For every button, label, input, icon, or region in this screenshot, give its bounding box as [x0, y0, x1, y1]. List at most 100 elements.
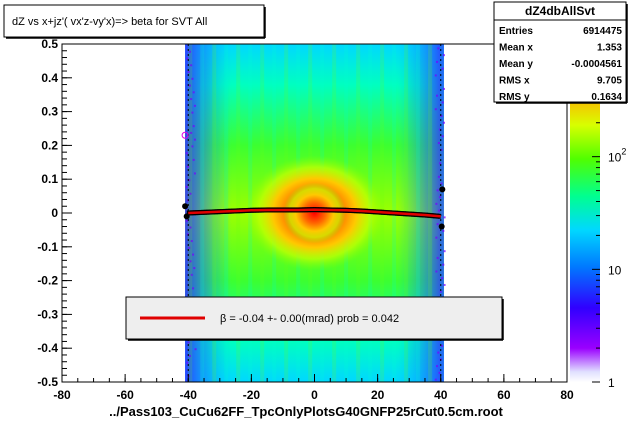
x-tick-label: -80 [53, 388, 71, 402]
y-tick-label: 0.2 [41, 138, 58, 152]
heatmap-fringe-cell [190, 98, 193, 101]
profile-outlier [183, 213, 190, 220]
stats-row-value: 0.1634 [591, 92, 622, 103]
heatmap-fringe-cell [193, 104, 196, 107]
heatmap-fringe-cell [442, 54, 445, 57]
stats-row-label: Entries [499, 26, 533, 37]
heatmap-fringe-cell [192, 91, 195, 94]
heatmap-fringe-cell [443, 250, 446, 253]
heatmap-fringe-cell [439, 162, 442, 165]
heatmap-fringe-cell [188, 179, 191, 182]
stats-row-label: Mean y [499, 59, 533, 70]
heatmap-fringe-cell [434, 74, 437, 77]
heatmap-fringe-cell [437, 175, 440, 178]
heatmap-fringe-cell [436, 94, 439, 97]
heatmap-fringe-cell [439, 196, 442, 199]
y-tick-label: 0.4 [41, 71, 58, 85]
heatmap-fringe-cell [437, 47, 440, 50]
heatmap-fringe-cell [441, 135, 444, 138]
x-tick-label: -20 [243, 388, 261, 402]
stats-row-value: 9.705 [597, 76, 622, 87]
profile-outlier [438, 223, 445, 230]
heatmap-fringe-cell [435, 236, 438, 239]
stats-row-value: 6914475 [583, 26, 622, 37]
y-tick-label: -0.4 [37, 341, 58, 355]
legend-box: β = -0.04 +- 0.00(mrad) prob = 0.042 [125, 296, 504, 341]
heatmap-fringe-cell [436, 223, 439, 226]
heatmap-fringe-cell [191, 145, 194, 148]
y-tick-label: -0.3 [37, 307, 58, 321]
x-tick-label: -60 [116, 388, 134, 402]
y-tick-label: -0.1 [37, 240, 58, 254]
heatmap-fringe-cell [187, 341, 190, 344]
legend-entry: β = -0.04 +- 0.00(mrad) prob = 0.042 [220, 313, 399, 325]
heatmap-fringe-cell [435, 202, 438, 205]
heatmap-fringe-cell [190, 64, 193, 67]
heatmap-fringe-cell [190, 273, 193, 276]
profile-outlier-open [181, 131, 189, 139]
heatmap-fringe-cell [191, 77, 194, 80]
heatmap-fringe-cell [442, 263, 445, 266]
stats-title: dZ4dbAllSvt [525, 4, 595, 18]
heatmap-fringe-cell [192, 253, 195, 256]
heatmap-fringe-cell [186, 57, 189, 60]
heatmap-fringe-cell [439, 128, 442, 131]
x-tick-label: 40 [434, 388, 448, 402]
heatmap-fringe-cell [188, 84, 191, 87]
x-tick-label: 0 [311, 388, 318, 402]
fit-line [188, 208, 441, 218]
profile-outlier [439, 186, 446, 193]
heatmap-fringe-cell [437, 209, 440, 212]
stats-row-value: -0.0004561 [571, 59, 622, 70]
heatmap-fringe-cell [434, 378, 437, 381]
heatmap-fringe-cell [189, 226, 192, 229]
y-tick-label: 0 [51, 206, 58, 220]
heatmap-fringe-cell [443, 216, 446, 219]
heatmap-core-inner [282, 182, 347, 244]
palette-tick-label: 102 [608, 147, 626, 165]
heatmap-fringe-cell [185, 185, 188, 188]
title-box: dZ vs x+jz'( vx'z-vy'x)=> beta for SVT A… [3, 4, 266, 39]
heatmap-fringe-cell [191, 111, 194, 114]
heatmap-fringe-cell [185, 152, 188, 155]
heatmap-fringe-cell [443, 283, 446, 286]
heatmap-fringe-cell [436, 365, 439, 368]
heatmap-fringe-cell [192, 287, 195, 290]
palette-tick-label: 1 [608, 376, 615, 390]
heatmap-fringe-cell [192, 125, 195, 128]
heatmap-fringe-cell [436, 256, 439, 259]
y-tick-label: -0.5 [37, 375, 58, 389]
heatmap-fringe-cell [189, 260, 192, 263]
heatmap-fringe-cell [441, 67, 444, 70]
heatmap-fringe-cell [192, 158, 195, 161]
heatmap-fringe-cell [434, 108, 437, 111]
x-tick-label: 80 [560, 388, 574, 402]
heatmap-fringe-cell [190, 240, 193, 243]
heatmap-fringe-cell [440, 182, 443, 185]
heatmap-fringe-cell [435, 270, 438, 273]
y-axis: -0.5 -0.4 -0.3 -0.2 -0.1 0 0.1 0.2 0.3 0.4 0.5 [37, 37, 72, 389]
x-tick-label: 20 [371, 388, 385, 402]
heatmap-fringe-cell [188, 354, 191, 357]
y-tick-label: -0.2 [37, 274, 58, 288]
heatmap-fringe-cell [440, 114, 443, 117]
heatmap-fringe-cell [441, 277, 444, 280]
heatmap-fringe-cell [436, 60, 439, 63]
palette-tick-label: 10 [608, 263, 622, 277]
heatmap-fringe-cell [188, 246, 191, 249]
heatmap-fringe-cell [193, 138, 196, 141]
heatmap-fringe-cell [186, 165, 189, 168]
stats-box: dZ4dbAllSvt Entries 6914475 Mean x 1.353 Mea… [493, 1, 628, 104]
heatmap-fringe-cell [193, 267, 196, 270]
y-tick-label: 0.5 [41, 37, 58, 51]
x-axis: -80 -60 -40 -20 0 20 40 60 80 [53, 374, 574, 402]
heatmap-fringe-cell [189, 192, 192, 195]
heatmap-fringe-cell [442, 121, 445, 124]
stats-row-label: Mean x [499, 43, 533, 54]
heatmap-fringe-cell [440, 148, 443, 151]
stats-row-label: RMS y [499, 92, 530, 103]
y-tick-label: 0.1 [41, 172, 58, 186]
x-axis-title: ../Pass103_CuCu62FF_TpcOnlyPlotsG40GNFP2… [109, 404, 503, 419]
stats-row-value: 1.353 [597, 43, 622, 54]
